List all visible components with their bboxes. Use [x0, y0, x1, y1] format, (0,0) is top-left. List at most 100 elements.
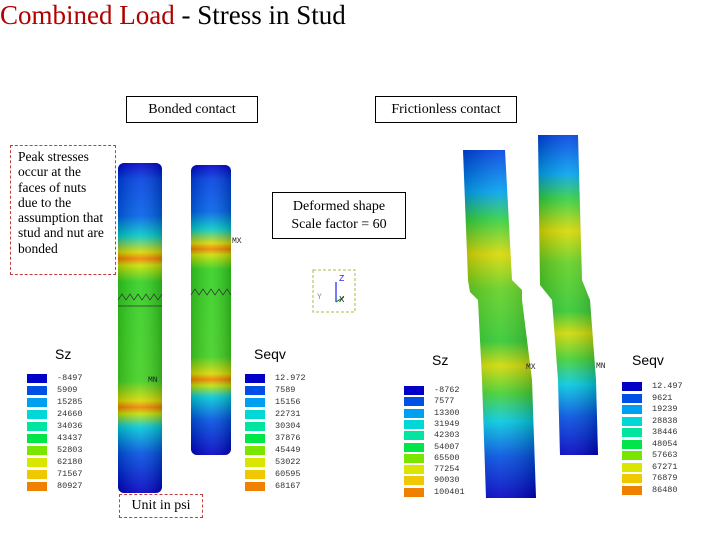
frictionless-contact-label: Frictionless contact: [375, 96, 517, 123]
legend-swatch: [245, 410, 265, 419]
legend-swatch: [622, 439, 642, 449]
legend-swatch: [245, 398, 265, 407]
bonded-sz-min-tag: MN: [148, 376, 158, 385]
legend-value: 5909: [57, 385, 78, 395]
scale-factor-line: Scale factor = 60: [291, 217, 387, 232]
legend-swatch: [27, 482, 47, 491]
legend-swatch: [404, 419, 424, 429]
legend-value: 9621: [652, 392, 673, 403]
legend-swatch: [404, 386, 424, 395]
legend-value: 68167: [275, 481, 301, 491]
legend-swatch: [27, 434, 47, 443]
legend-value: 57663: [652, 450, 678, 460]
bonded-seqv-max-tag: MX: [232, 237, 242, 246]
legend-value: 13300: [434, 407, 460, 418]
bonded-sz-stud: [117, 163, 163, 493]
legend-value: 100401: [434, 486, 465, 497]
legend-value: 53022: [275, 457, 301, 467]
legend-value: 15285: [57, 397, 83, 407]
deformed-shape-box: Deformed shape Scale factor = 60: [272, 192, 406, 239]
legend-swatch: [622, 416, 642, 426]
legend-value: 45449: [275, 445, 301, 455]
legend-swatch: [27, 398, 47, 407]
legend-swatch: [404, 487, 424, 497]
slide-title: Combined Load - Stress in Stud: [0, 0, 720, 31]
unit-label: Unit in psi: [119, 494, 203, 518]
legend-swatch: [622, 451, 642, 460]
legend-swatch: [27, 422, 47, 431]
legend-swatch: [404, 408, 424, 418]
legend-value: 15156: [275, 397, 301, 407]
legend-swatch: [245, 434, 265, 443]
bonded-sz-label: Sz: [55, 346, 72, 362]
legend-swatch: [245, 482, 265, 491]
frictionless-seqv-min-tag: MN: [596, 362, 606, 371]
axis-x-label: X: [339, 295, 345, 305]
legend-swatch: [27, 374, 47, 383]
legend-value: 31949: [434, 418, 460, 429]
frictionless-seqv-stud: [538, 135, 598, 455]
axis-y-label: Y: [317, 293, 322, 302]
legend-value: 24660: [57, 409, 83, 419]
legend-swatch: [245, 446, 265, 455]
axis-z-label: Z: [339, 274, 345, 284]
legend-value: 30304: [275, 421, 301, 431]
legend-swatch: [245, 386, 265, 395]
legend-swatch: [245, 422, 265, 431]
legend-value: 76879: [652, 473, 678, 483]
legend-value: 77254: [434, 464, 460, 475]
legend-swatch: [622, 382, 642, 391]
legend-swatch: [622, 485, 642, 495]
legend-swatch: [622, 393, 642, 403]
legend-swatch: [622, 462, 642, 472]
legend-swatch: [404, 453, 424, 463]
legend-value: 80927: [57, 481, 83, 491]
legend-swatch: [622, 428, 642, 437]
legend-value: 90030: [434, 475, 460, 486]
bonded-contact-label: Bonded contact: [126, 96, 258, 123]
legend-value: 71567: [57, 469, 83, 479]
frictionless-sz-label: Sz: [432, 352, 449, 368]
legend-swatch: [404, 465, 424, 475]
legend-swatch: [27, 410, 47, 419]
legend-swatch: [27, 386, 47, 395]
legend-value: 42303: [434, 430, 460, 441]
legend-value: 86480: [652, 484, 678, 495]
legend-swatch: [245, 458, 265, 467]
bonded-seqv-stud: [190, 165, 232, 455]
frictionless-sz-stud: [463, 150, 536, 498]
axis-triad: [312, 269, 356, 313]
legend-value: 43437: [57, 433, 83, 443]
legend-value: 22731: [275, 409, 301, 419]
legend-swatch: [27, 470, 47, 479]
legend-value: 67271: [652, 461, 678, 472]
legend-swatch: [404, 476, 424, 486]
legend-value: 19239: [652, 404, 678, 414]
legend-swatch: [245, 470, 265, 479]
legend-value: 7589: [275, 385, 296, 395]
legend-value: 52803: [57, 445, 83, 455]
title-accent: Combined Load: [0, 0, 175, 30]
legend-value: 62180: [57, 457, 83, 467]
legend-swatch: [27, 446, 47, 455]
legend-value: 34036: [57, 421, 83, 431]
legend-value: -8762: [434, 385, 460, 395]
legend-value: 48054: [652, 438, 678, 449]
frictionless-seqv-label: Seqv: [632, 352, 664, 368]
legend-value: 60595: [275, 469, 301, 479]
legend-swatch: [245, 374, 265, 383]
peak-stress-note-text: Peak stresses occur at the faces of nuts…: [18, 149, 104, 256]
legend-value: 28838: [652, 415, 678, 426]
frictionless-sz-max-tag: MX: [526, 363, 536, 372]
legend-value: 37876: [275, 433, 301, 443]
legend-value: -8497: [57, 373, 83, 383]
legend-swatch: [622, 405, 642, 414]
deformed-shape-line1: Deformed shape: [292, 199, 386, 214]
legend-swatch: [404, 442, 424, 452]
legend-value: 7577: [434, 396, 455, 407]
peak-stress-note: Peak stresses occur at the faces of nuts…: [10, 145, 116, 275]
legend-value: 54007: [434, 441, 460, 452]
title-rest: - Stress in Stud: [174, 0, 346, 30]
legend-swatch: [27, 458, 47, 467]
